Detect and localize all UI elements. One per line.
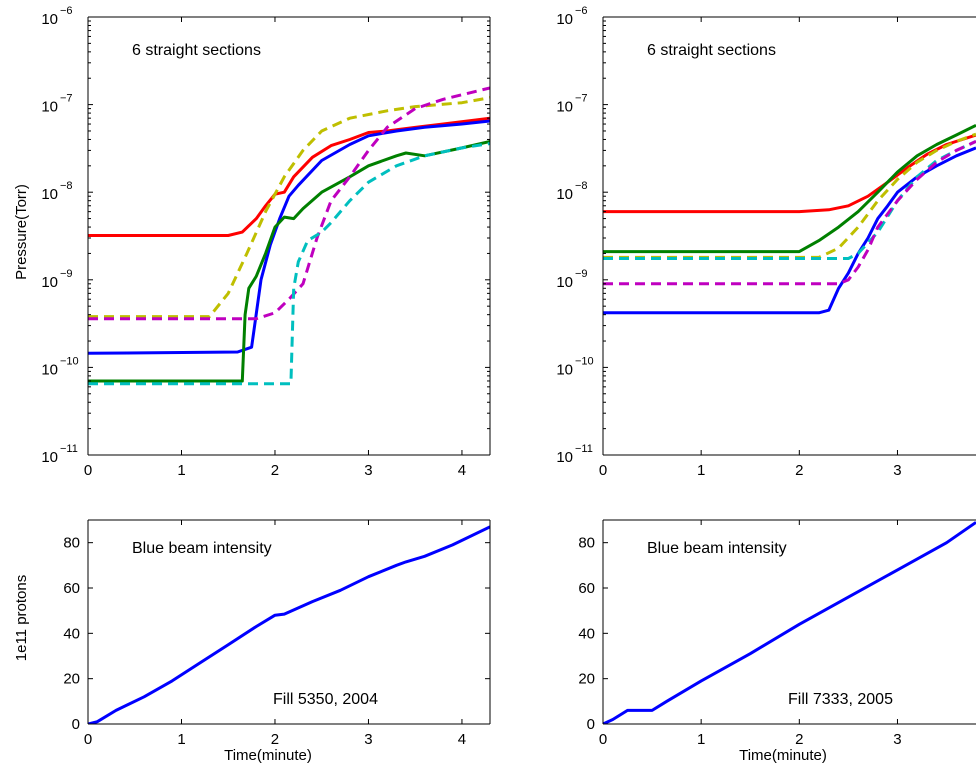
- x-tick-label: 1: [177, 731, 185, 748]
- x-tick-label: 3: [893, 731, 901, 748]
- y-tick-label: 10: [41, 99, 58, 116]
- x-tick-label: 0: [84, 731, 92, 748]
- series-line-4: [88, 96, 490, 319]
- y-tick-exponent: −11: [60, 443, 78, 455]
- x-tick-label: 4: [458, 462, 466, 479]
- y-tick-label: 0: [587, 716, 595, 733]
- y-tick-label: 80: [578, 535, 595, 552]
- x-axis-label: Time(minute): [224, 747, 312, 764]
- x-tick-label: 0: [599, 731, 607, 748]
- x-tick-label: 1: [697, 731, 705, 748]
- y-tick-exponent: −11: [575, 443, 593, 455]
- y-tick-label: 60: [63, 580, 80, 597]
- x-tick-label: 2: [795, 462, 803, 479]
- y-tick-label: 10: [41, 186, 58, 203]
- x-tick-label: 0: [84, 462, 92, 479]
- series-line-2: [88, 119, 490, 355]
- y-tick-label: 10: [41, 11, 58, 28]
- x-tick-label: 4: [458, 731, 466, 748]
- y-tick-exponent: −9: [60, 268, 73, 280]
- series-line-3: [88, 139, 490, 383]
- series-line-3: [603, 123, 976, 254]
- chart-panel-4: 0 1 2 3 0 20 40 60 80 Blue beam intensity Fill 733…: [578, 519, 976, 764]
- x-tick-label: 2: [795, 731, 803, 748]
- y-tick-label: 20: [63, 671, 80, 688]
- y-tick-label: 80: [63, 535, 80, 552]
- series-line-2: [603, 146, 976, 315]
- y-tick-label: 10: [556, 186, 573, 203]
- x-tick-label: 0: [599, 462, 607, 479]
- series-line-4: [603, 132, 976, 259]
- x-tick-label: 3: [364, 462, 372, 479]
- y-tick-label: 60: [578, 580, 595, 597]
- series-line-6: [88, 142, 490, 386]
- y-tick-exponent: −7: [60, 93, 73, 105]
- y-tick-label: 40: [578, 625, 595, 642]
- y-tick-label: 10: [41, 449, 58, 466]
- y-axis-label: 1e11 protons: [13, 575, 30, 661]
- series-line-1: [88, 525, 490, 724]
- y-tick-exponent: −6: [60, 5, 73, 17]
- y-tick-exponent: −10: [60, 355, 79, 367]
- x-tick-label: 1: [697, 462, 705, 479]
- y-tick-label: 20: [578, 671, 595, 688]
- y-tick-exponent: −7: [575, 93, 588, 105]
- panel-annotation: Blue beam intensity: [647, 540, 787, 557]
- y-tick-label: 10: [556, 99, 573, 116]
- y-tick-exponent: −10: [575, 355, 594, 367]
- x-tick-label: 1: [177, 462, 185, 479]
- x-tick-label: 2: [271, 731, 279, 748]
- fill-annotation: Fill 7333, 2005: [788, 691, 893, 708]
- y-tick-label: 40: [63, 625, 80, 642]
- x-axis-label: Time(minute): [739, 747, 827, 764]
- y-tick-exponent: −8: [575, 180, 588, 192]
- x-tick-label: 3: [364, 731, 372, 748]
- y-tick-label: 10: [556, 449, 573, 466]
- y-tick-label: 10: [556, 11, 573, 28]
- y-tick-label: 0: [72, 716, 80, 733]
- series-line-6: [603, 140, 976, 286]
- y-tick-label: 10: [41, 274, 58, 291]
- x-tick-label: 2: [271, 462, 279, 479]
- y-tick-label: 10: [556, 361, 573, 378]
- y-tick-exponent: −9: [575, 268, 588, 280]
- y-tick-label: 10: [556, 274, 573, 291]
- series-line-5: [88, 86, 490, 321]
- y-tick-exponent: −6: [575, 5, 588, 17]
- y-axis-label: Pressure(Torr): [13, 184, 30, 280]
- panel-annotation: Blue beam intensity: [132, 540, 272, 557]
- y-tick-exponent: −8: [60, 180, 73, 192]
- panel-annotation: 6 straight sections: [647, 42, 776, 59]
- x-tick-label: 3: [893, 462, 901, 479]
- panel-annotation: 6 straight sections: [132, 42, 261, 59]
- series-line-1: [603, 521, 976, 724]
- fill-annotation: Fill 5350, 2004: [273, 691, 378, 708]
- y-tick-label: 10: [41, 361, 58, 378]
